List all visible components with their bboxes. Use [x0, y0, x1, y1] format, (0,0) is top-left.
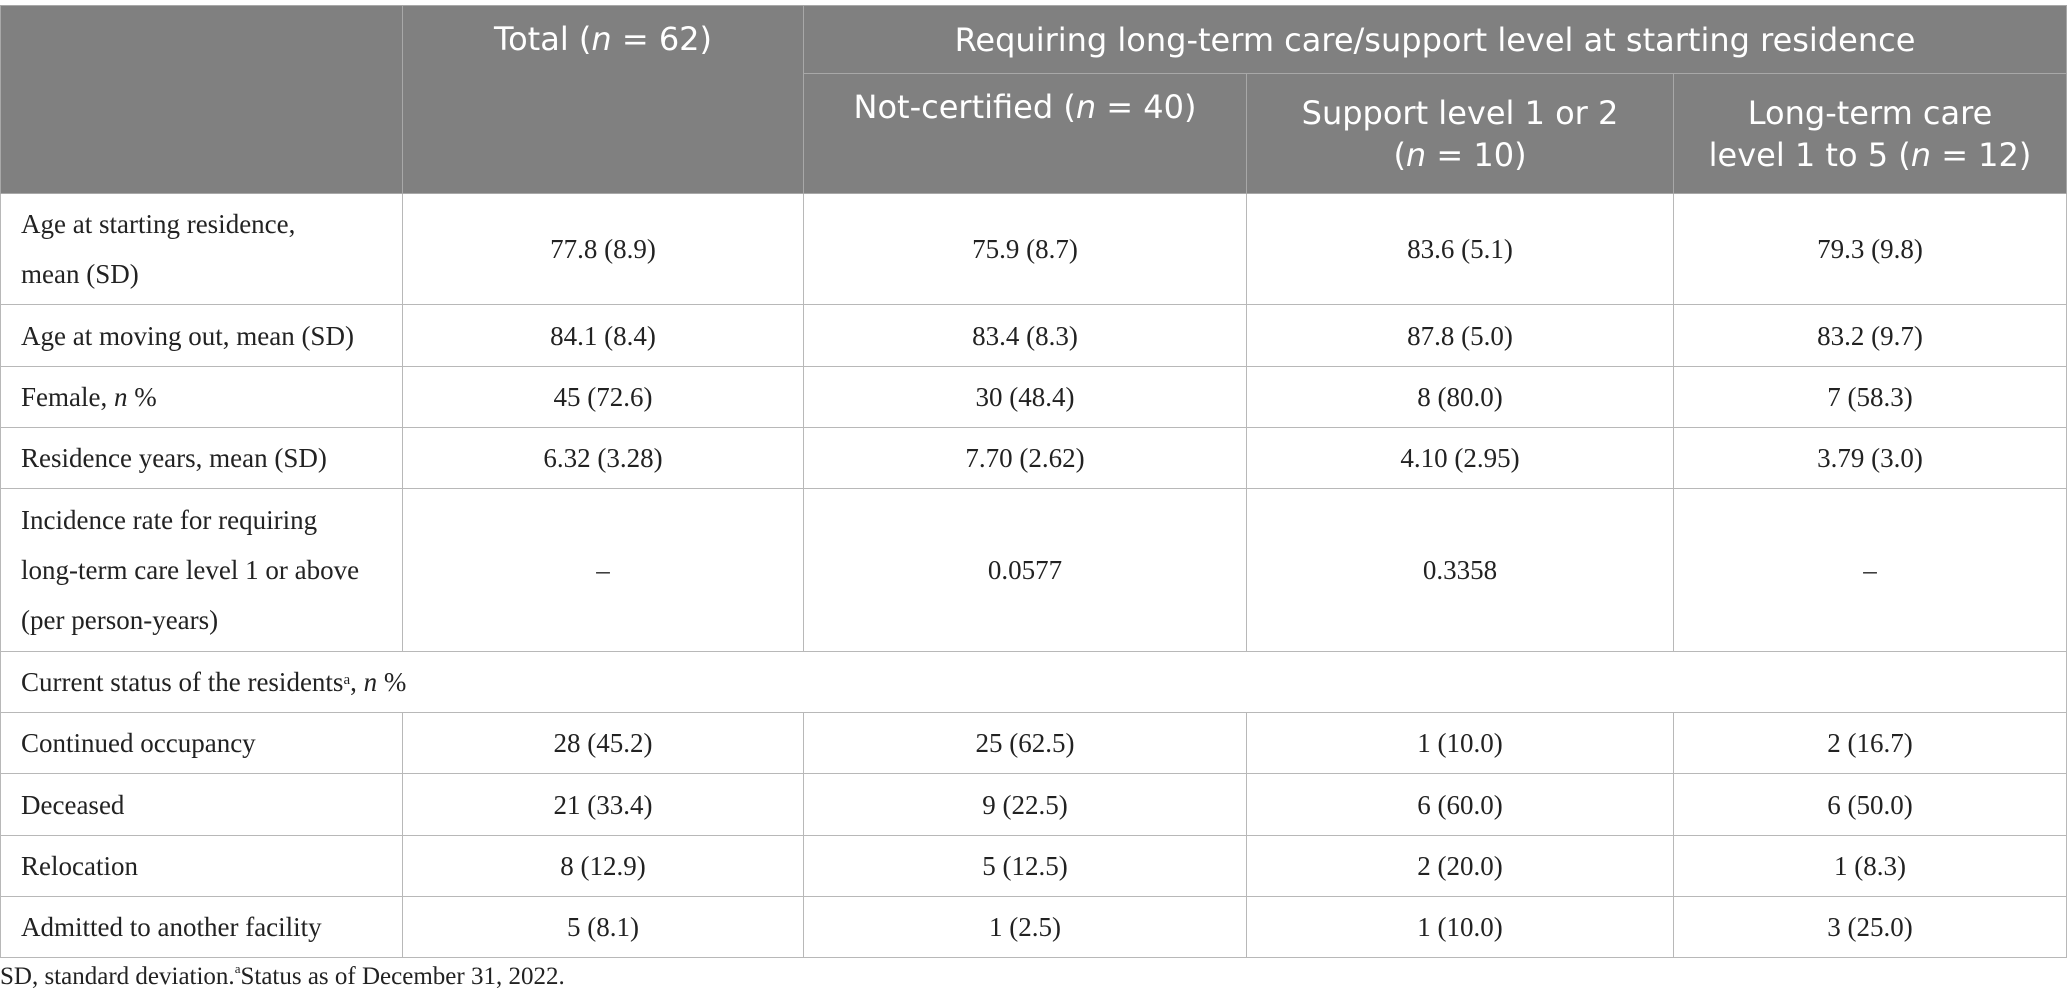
row-label-continued: Continued occupancy: [0, 712, 403, 774]
header-total-n: n: [591, 20, 612, 58]
label-mid: ,: [350, 667, 364, 697]
cell-total: –: [402, 488, 804, 652]
cell-not-certified: 5 (12.5): [803, 835, 1247, 897]
header-ltc-line1: Long-term care: [1747, 93, 1993, 132]
cell-not-certified: 83.4 (8.3): [803, 304, 1247, 367]
row-label-incidence: Incidence rate for requiring long-term c…: [0, 488, 403, 652]
cell-ltc: 83.2 (9.7): [1673, 304, 2067, 367]
cell-support: 1 (10.0): [1246, 712, 1674, 774]
cell-total: 21 (33.4): [402, 773, 804, 836]
cell-support: 6 (60.0): [1246, 773, 1674, 836]
header-support-line2: (n = 10): [1255, 134, 1665, 176]
row-label-relocation: Relocation: [0, 835, 403, 897]
table-row: Continued occupancy 28 (45.2) 25 (62.5) …: [0, 712, 2067, 774]
cell-not-certified: 75.9 (8.7): [803, 193, 1247, 305]
cell-ltc: 3 (25.0): [1673, 896, 2067, 958]
cell-ltc: 6 (50.0): [1673, 773, 2067, 836]
cell-total: 45 (72.6): [402, 366, 804, 428]
table-row: Age at starting residence, mean (SD) 77.…: [0, 193, 2067, 305]
table-row: Residence years, mean (SD) 6.32 (3.28) 7…: [0, 427, 2067, 489]
row-label-line: long-term care level 1 or above: [21, 555, 360, 585]
header-support-n: n: [1405, 135, 1427, 174]
header-total: Total (n = 62): [402, 5, 804, 194]
row-label-line: Age at starting residence,: [21, 209, 296, 239]
header-long-term-care: Long-term care level 1 to 5 (n = 12): [1673, 73, 2067, 194]
table-footnote: SD, standard deviation.aStatus as of Dec…: [0, 961, 565, 991]
footnote-marker: a: [343, 672, 351, 688]
cell-ltc: 3.79 (3.0): [1673, 427, 2067, 489]
label-prefix: Current status of the residents: [21, 667, 344, 697]
table-row: Deceased 21 (33.4) 9 (22.5) 6 (60.0) 6 (…: [0, 773, 2067, 836]
row-label-age-start: Age at starting residence, mean (SD): [0, 193, 403, 305]
footnote-text: Status as of December 31, 2022.: [240, 963, 565, 990]
table-row: Incidence rate for requiring long-term c…: [0, 488, 2067, 652]
cell-ltc: 2 (16.7): [1673, 712, 2067, 774]
row-label-line: Incidence rate for requiring: [21, 505, 318, 535]
section-row: Current status of the residentsa, n %: [0, 651, 2067, 713]
label-n: n: [113, 382, 128, 412]
table-row: Relocation 8 (12.9) 5 (12.5) 2 (20.0) 1 …: [0, 835, 2067, 897]
cell-not-certified: 9 (22.5): [803, 773, 1247, 836]
header-ltc-suffix: = 12): [1931, 135, 2032, 174]
cell-total: 77.8 (8.9): [402, 193, 804, 305]
cell-ltc: 7 (58.3): [1673, 366, 2067, 428]
header-row-1: Total (n = 62) Requiring long-term care/…: [0, 5, 2067, 194]
table-container: Total (n = 62) Requiring long-term care/…: [0, 5, 2067, 958]
header-ltc-line2: level 1 to 5 (n = 12): [1682, 134, 2058, 176]
cell-ltc: 1 (8.3): [1673, 835, 2067, 897]
header-support-level: Support level 1 or 2 (n = 10): [1246, 73, 1674, 194]
cell-not-certified: 0.0577: [803, 488, 1247, 652]
cell-not-certified: 30 (48.4): [803, 366, 1247, 428]
row-label-admitted: Admitted to another facility: [0, 896, 403, 958]
header-total-prefix: Total (: [493, 20, 592, 58]
row-label-residence-years: Residence years, mean (SD): [0, 427, 403, 489]
header-row-2: Not-certified (n = 40) Support level 1 o…: [1, 73, 2067, 194]
cell-not-certified: 1 (2.5): [803, 896, 1247, 958]
header-ltc-n: n: [1910, 135, 1932, 174]
cell-not-certified: 25 (62.5): [803, 712, 1247, 774]
label-n: n: [363, 667, 378, 697]
table-row: Admitted to another facility 5 (8.1) 1 (…: [0, 896, 2067, 958]
cell-support: 2 (20.0): [1246, 835, 1674, 897]
header-not-certified: Not-certified (n = 40): [803, 73, 1247, 194]
row-label-line: mean (SD): [21, 259, 139, 289]
row-label-female: Female, n %: [0, 366, 403, 428]
header-blank-cell: [0, 5, 403, 194]
label-suffix: %: [127, 382, 157, 412]
table-row: Female, n % 45 (72.6) 30 (48.4) 8 (80.0)…: [0, 366, 2067, 428]
header-support-suffix: = 10): [1426, 135, 1527, 174]
table-row: Age at moving out, mean (SD) 84.1 (8.4) …: [0, 304, 2067, 367]
header-notcert-prefix: Not-certified (: [853, 88, 1076, 126]
cell-support: 8 (80.0): [1246, 366, 1674, 428]
cell-support: 87.8 (5.0): [1246, 304, 1674, 367]
cell-support: 1 (10.0): [1246, 896, 1674, 958]
header-total-suffix: = 62): [611, 20, 713, 58]
cell-total: 6.32 (3.28): [402, 427, 804, 489]
header-support-line1: Support level 1 or 2: [1301, 93, 1619, 132]
row-label-deceased: Deceased: [0, 773, 403, 836]
section-label-current-status: Current status of the residentsa, n %: [0, 651, 2067, 713]
header-group-title: Requiring long-term care/support level a…: [803, 5, 2067, 74]
cell-support: 83.6 (5.1): [1246, 193, 1674, 305]
header-ltc-prefix: level 1 to 5 (: [1708, 135, 1911, 174]
cell-total: 84.1 (8.4): [402, 304, 804, 367]
cell-total: 8 (12.9): [402, 835, 804, 897]
row-label-age-out: Age at moving out, mean (SD): [0, 304, 403, 367]
row-label-line: (per person-years): [21, 605, 219, 635]
footnote-text: SD, standard deviation.: [0, 963, 235, 990]
cell-total: 28 (45.2): [402, 712, 804, 774]
data-table: Total (n = 62) Requiring long-term care/…: [0, 5, 2067, 958]
cell-not-certified: 7.70 (2.62): [803, 427, 1247, 489]
header-support-prefix: (: [1393, 135, 1406, 174]
cell-support: 0.3358: [1246, 488, 1674, 652]
header-notcert-n: n: [1075, 88, 1097, 126]
header-notcert-suffix: = 40): [1096, 88, 1197, 126]
label-suffix: %: [377, 667, 407, 697]
cell-total: 5 (8.1): [402, 896, 804, 958]
label-prefix: Female,: [21, 382, 114, 412]
cell-ltc: –: [1673, 488, 2067, 652]
cell-ltc: 79.3 (9.8): [1673, 193, 2067, 305]
footnote-marker: a: [234, 961, 241, 976]
cell-support: 4.10 (2.95): [1246, 427, 1674, 489]
